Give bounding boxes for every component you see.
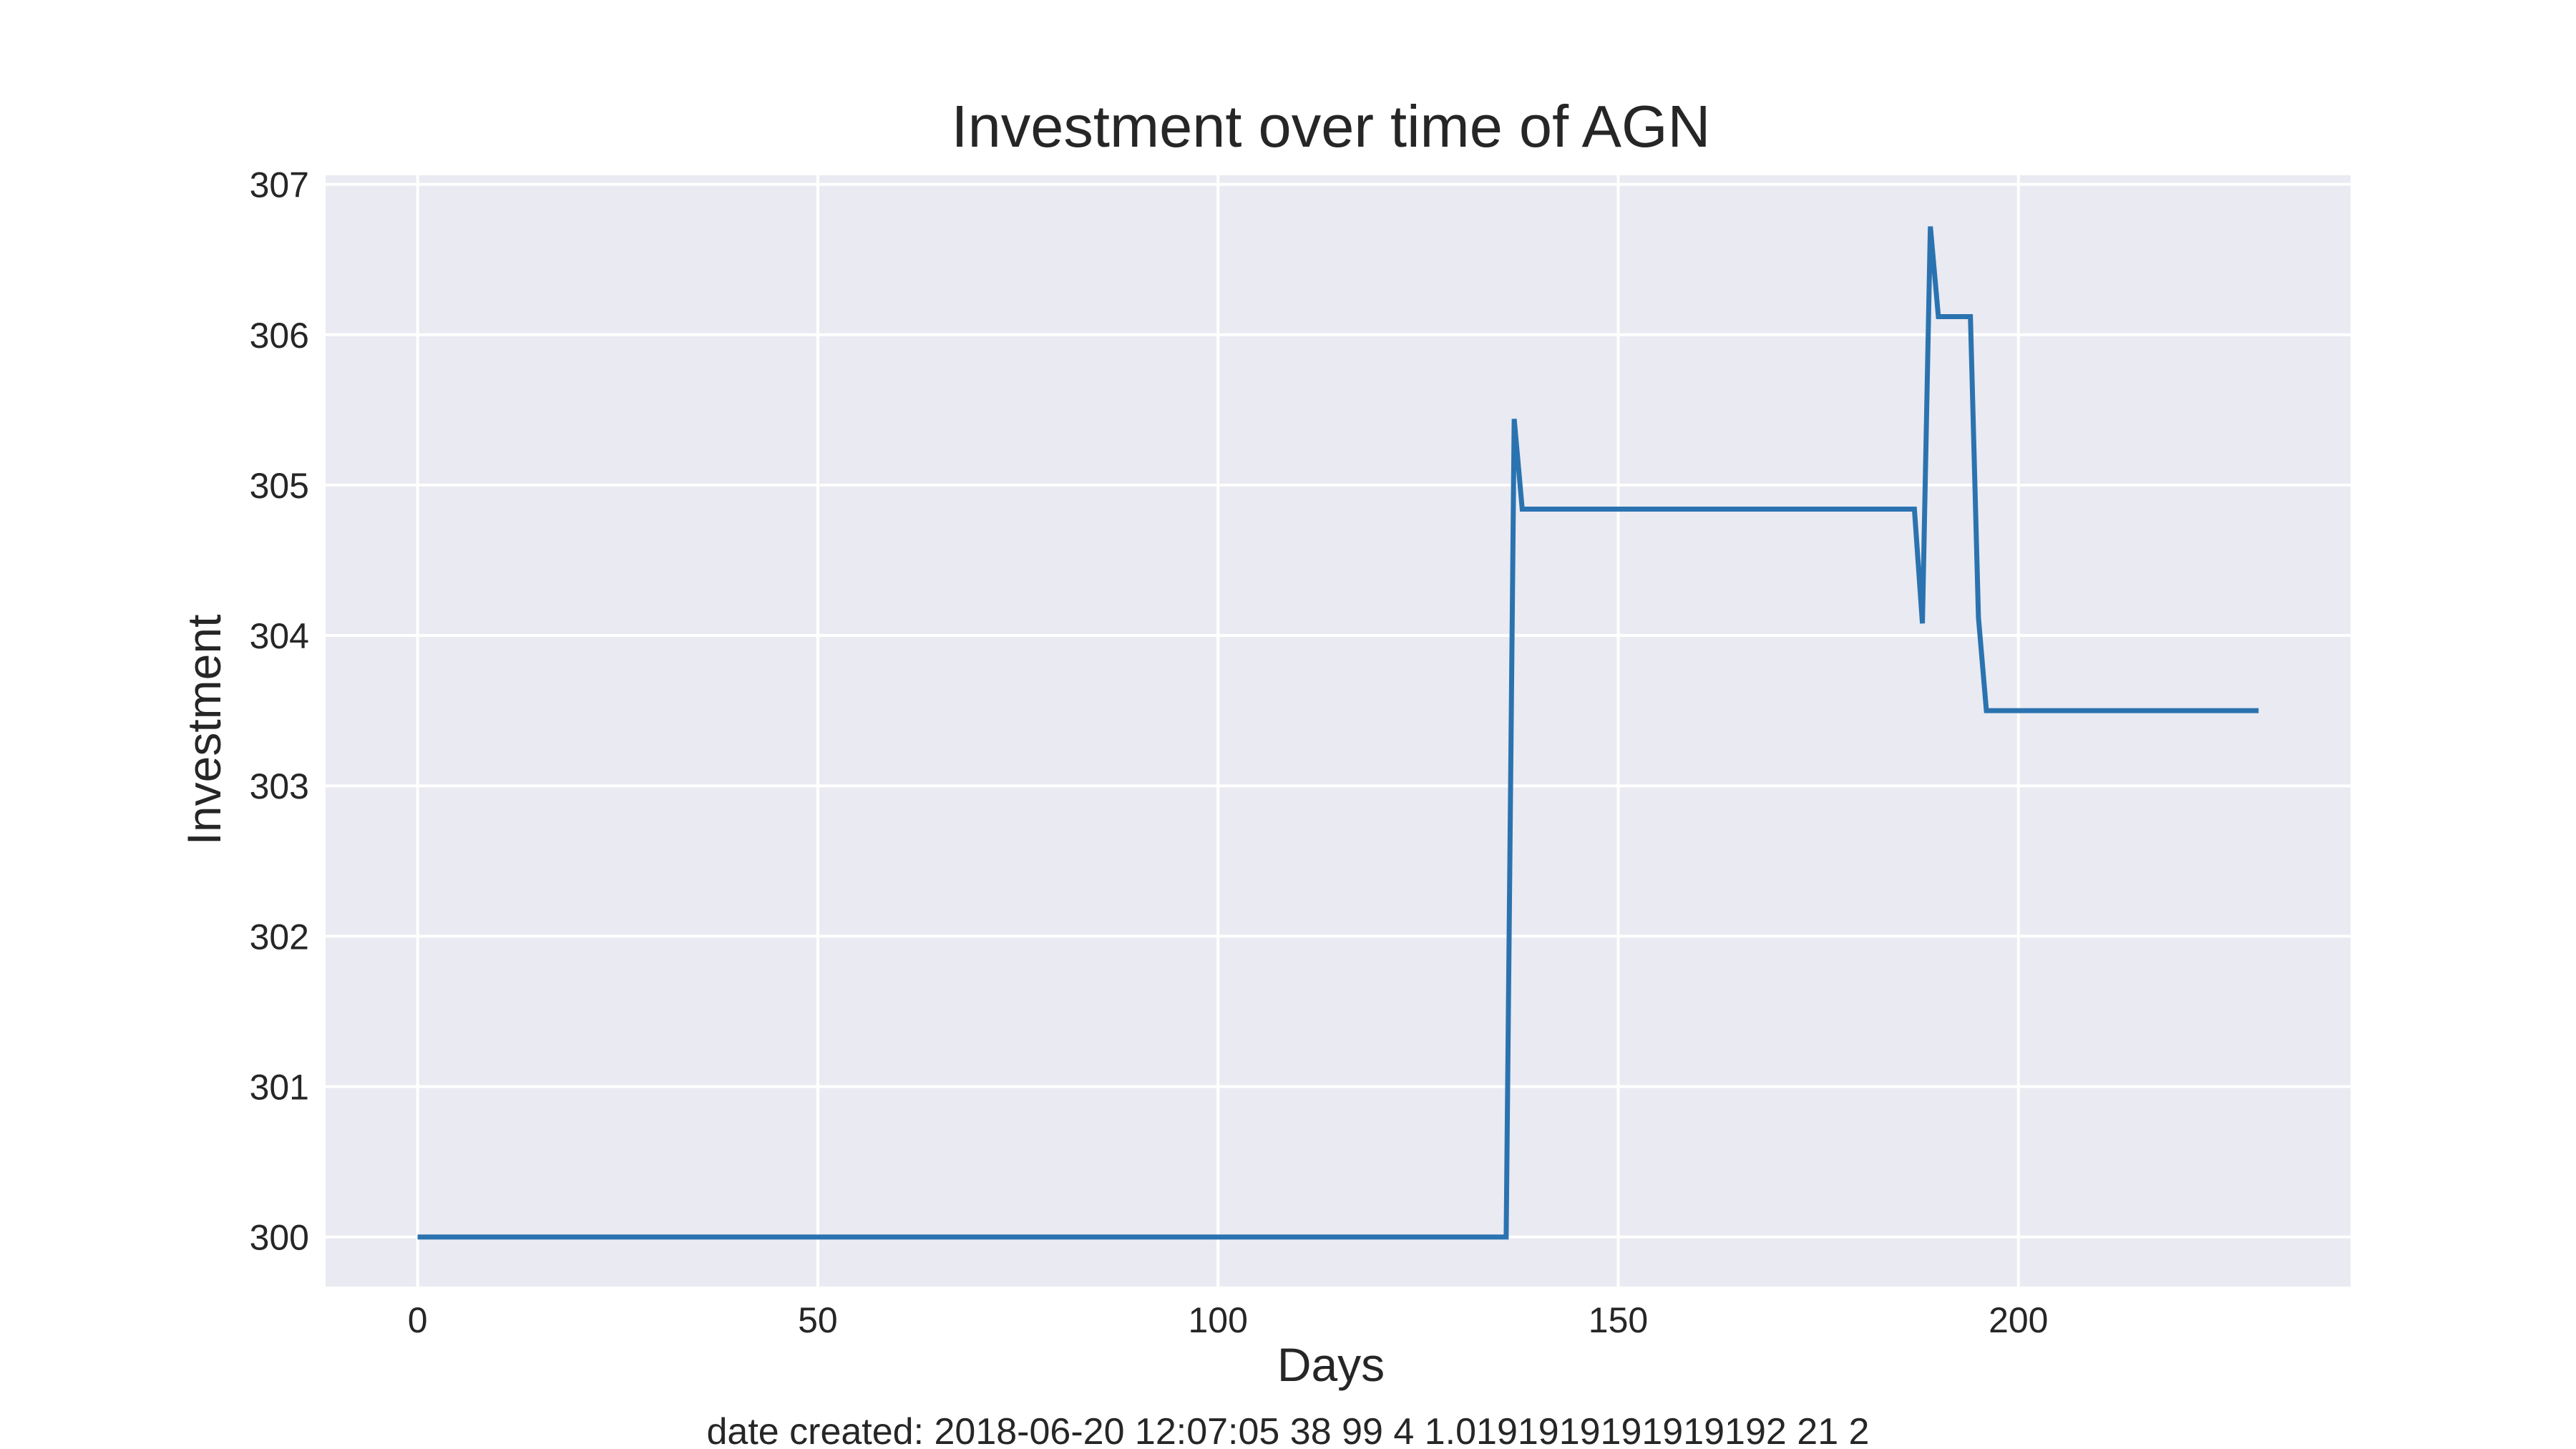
x-tick-label: 200 bbox=[1989, 1300, 2048, 1340]
y-tick-label: 304 bbox=[250, 616, 309, 656]
x-tick-label: 150 bbox=[1589, 1300, 1648, 1340]
footer-note: date created: 2018-06-20 12:07:05 38 99 … bbox=[707, 1411, 1870, 1449]
y-tick-label: 305 bbox=[250, 466, 309, 506]
x-tick-label: 0 bbox=[408, 1300, 428, 1340]
y-tick-label: 306 bbox=[250, 316, 309, 356]
tick-labels: 0 50 100 150 200 300 301 302 303 304 305 306 307 bbox=[250, 165, 2049, 1340]
y-tick-label: 300 bbox=[250, 1218, 309, 1258]
x-axis-label: Days bbox=[1277, 1338, 1385, 1391]
y-tick-label: 302 bbox=[250, 917, 309, 957]
y-tick-label: 307 bbox=[250, 165, 309, 205]
x-tick-label: 50 bbox=[798, 1300, 838, 1340]
chart-title: Investment over time of AGN bbox=[952, 93, 1711, 160]
series-line bbox=[417, 226, 2259, 1240]
y-tick-label: 301 bbox=[250, 1068, 309, 1108]
y-axis-label: Investment bbox=[177, 615, 230, 846]
x-tick-label: 100 bbox=[1188, 1300, 1247, 1340]
y-tick-label: 303 bbox=[250, 766, 309, 806]
plot-area bbox=[326, 175, 2351, 1287]
series-layer bbox=[417, 226, 2259, 1240]
